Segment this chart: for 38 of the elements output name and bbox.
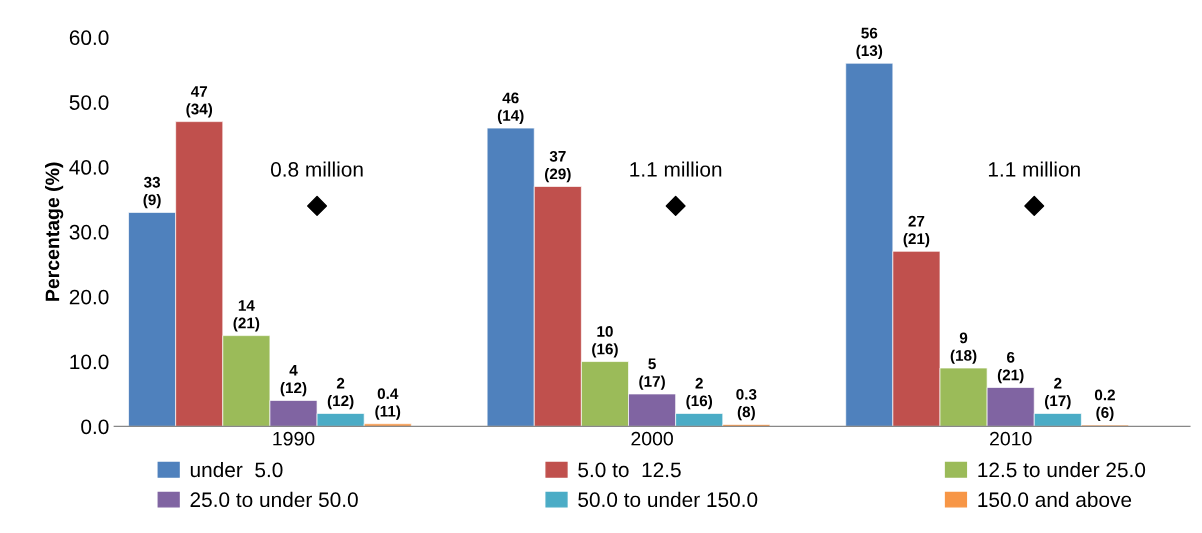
y-tick-label: 50.0 xyxy=(69,95,109,110)
y-tick-label: 10.0 xyxy=(70,354,109,370)
data-label: 27 (21) xyxy=(903,215,930,248)
data-label: 4 (12) xyxy=(280,365,307,397)
data-label: 10 (16) xyxy=(592,325,618,358)
data-label: 2 (17) xyxy=(1044,377,1071,410)
data-label: 0.2 (6) xyxy=(1094,389,1115,421)
legend-label: 12.5 to under 25.0 xyxy=(978,461,1146,478)
data-label: 9 (18) xyxy=(950,332,977,364)
data-label: 56 (13) xyxy=(856,27,883,60)
data-label: 2 (16) xyxy=(686,377,713,410)
data-label: 0.4 (11) xyxy=(375,388,401,420)
y-tick-label: 20.0 xyxy=(69,289,109,305)
data-label: 2 (12) xyxy=(327,377,354,410)
x-tick-label: 2010 xyxy=(990,431,1032,446)
y-tick-label: 60.0 xyxy=(69,30,109,46)
data-label: 0.3 (8) xyxy=(736,388,757,421)
data-label: 33 (9) xyxy=(143,176,161,209)
y-axis-title: Percentage (%) xyxy=(45,162,64,301)
data-label: 46 (14) xyxy=(497,92,524,124)
legend-label: under 5.0 xyxy=(190,461,283,478)
annotation: 1.1 million xyxy=(988,161,1080,177)
data-label: 6 (21) xyxy=(997,351,1024,384)
legend-label: 50.0 to under 150.0 xyxy=(578,491,758,508)
annotation: 1.1 million xyxy=(630,161,722,177)
y-tick-label: 0.0 xyxy=(81,419,109,435)
x-tick-label: 2000 xyxy=(631,431,673,446)
annotation: 0.8 million xyxy=(270,161,363,177)
y-tick-label: 30.0 xyxy=(69,224,109,240)
y-tick-label: 40.0 xyxy=(69,160,109,175)
legend-label: 5.0 to 12.5 xyxy=(578,462,681,478)
legend-label: 25.0 to under 50.0 xyxy=(190,491,358,508)
data-label: 14 (21) xyxy=(233,300,260,332)
data-label: 47 (34) xyxy=(186,86,213,118)
legend-label: 150.0 and above xyxy=(978,491,1132,508)
data-label: 37 (29) xyxy=(545,150,571,183)
data-label: 5 (17) xyxy=(639,358,665,390)
x-tick-label: 1990 xyxy=(273,431,315,446)
